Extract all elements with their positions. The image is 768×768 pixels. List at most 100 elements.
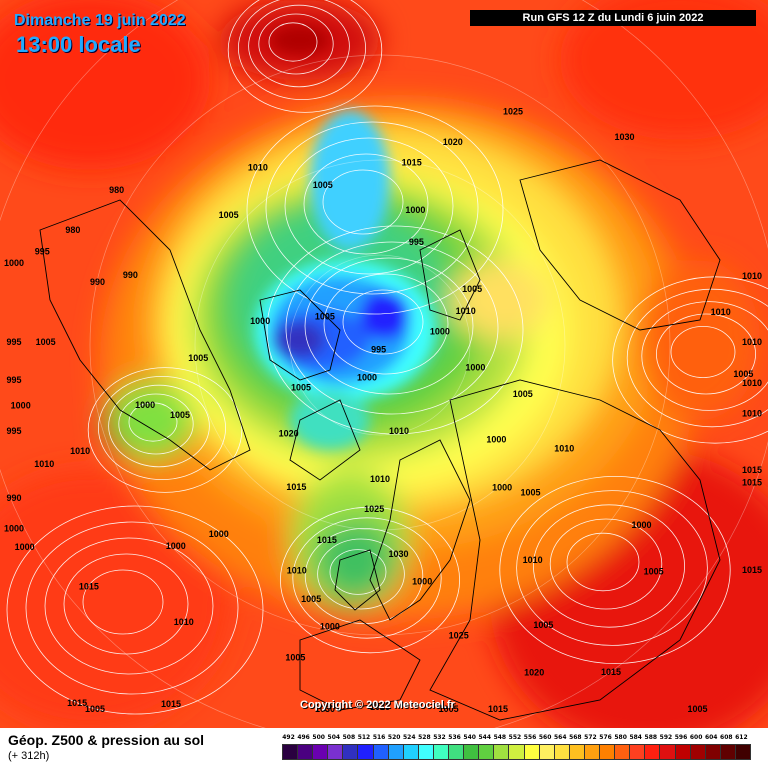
legend-swatch (719, 744, 736, 760)
legend-value: 596 (674, 734, 688, 741)
legend-value: 608 (720, 734, 733, 741)
pressure-label: 1015 (742, 565, 762, 575)
legend-swatch (372, 744, 389, 760)
legend-value: 500 (312, 734, 325, 741)
pressure-label: 1010 (523, 555, 543, 565)
pressure-label: 1030 (614, 132, 634, 142)
isobar (304, 257, 474, 395)
pressure-label: 1015 (79, 581, 99, 591)
color-scale-legend: 492 496 500 504 508 512 516 520 524 528 532 536 540 5… (282, 734, 751, 764)
pressure-label: 1000 (405, 205, 425, 215)
legend-swatch (734, 744, 751, 760)
isobar (566, 532, 640, 592)
isobar (626, 288, 768, 428)
legend-value: 492 (282, 734, 295, 741)
legend-swatch (327, 744, 344, 760)
pressure-label: 1010 (742, 271, 762, 281)
pressure-label: 1015 (742, 477, 762, 487)
isobar (118, 393, 194, 455)
pressure-label: 1005 (219, 210, 239, 220)
legend-value: 612 (735, 734, 748, 741)
legend-swatch (448, 744, 465, 760)
legend-swatch (614, 744, 631, 760)
pressure-label: 1015 (742, 465, 762, 475)
isobar (266, 225, 524, 435)
forecast-date: Dimanche 19 juin 2022 (14, 12, 186, 29)
product-title: Géop. Z500 & pression au sol (8, 732, 205, 748)
pressure-label: 1005 (513, 389, 533, 399)
pressure-label: 1025 (364, 504, 384, 514)
pressure-label: 1005 (85, 704, 105, 714)
legend-value: 548 (493, 734, 507, 741)
pressure-label: 1005 (291, 383, 311, 393)
legend-value: 552 (508, 734, 522, 741)
isobar (533, 504, 686, 628)
isobar (317, 538, 405, 610)
pressure-label: 1000 (209, 529, 229, 539)
pressure-label: 1010 (456, 306, 476, 316)
pressure-label: 1010 (389, 426, 409, 436)
isobar (279, 506, 460, 654)
pressure-label: 1020 (279, 428, 299, 438)
isobar (246, 105, 504, 315)
pressure-label: 1010 (248, 163, 268, 173)
pressure-label: 1005 (520, 488, 540, 498)
legend-value: 504 (327, 734, 341, 741)
pressure-label: 1000 (15, 542, 35, 552)
legend-value: 516 (372, 734, 386, 741)
isobar (516, 490, 708, 646)
pressure-label: 1030 (388, 549, 408, 559)
isobar (284, 137, 454, 275)
pressure-label: 1005 (687, 704, 707, 714)
pressure-label: 990 (6, 493, 21, 503)
pressure-label: 995 (409, 237, 424, 247)
isobar (44, 537, 214, 675)
isobar (248, 4, 350, 88)
legend-value: 600 (689, 734, 703, 741)
legend-value: 564 (553, 734, 567, 741)
pressure-label: 1000 (465, 363, 485, 373)
legend-swatch (463, 744, 480, 760)
pressure-label: 1000 (412, 577, 432, 587)
isobar (292, 517, 442, 639)
pressure-label: 990 (123, 270, 138, 280)
legend-swatch (599, 744, 616, 760)
legend-value: 536 (448, 734, 461, 741)
pressure-label: 1000 (4, 523, 24, 533)
isobar (322, 169, 404, 235)
pressure-label: 990 (90, 277, 105, 287)
run-info: Run GFS 12 Z du Lundi 6 juin 2022 (470, 10, 756, 26)
legend-value: 556 (523, 734, 537, 741)
isobar (227, 0, 383, 113)
pressure-label: 1010 (174, 617, 194, 627)
pressure-label: 995 (371, 345, 386, 355)
legend-swatch (629, 744, 646, 760)
isobar (268, 22, 318, 62)
pressure-label: 1005 (462, 284, 482, 294)
legend-swatch (432, 744, 450, 760)
legend-value: 528 (418, 734, 431, 741)
pressure-label: 1000 (320, 621, 340, 631)
geopotential-field (0, 0, 768, 728)
isobar (342, 289, 424, 355)
pressure-label: 1000 (166, 541, 186, 551)
legend-value: 580 (614, 734, 627, 741)
pressure-label: 1010 (287, 566, 307, 576)
pressure-label: 1005 (439, 704, 459, 714)
legend-swatch (704, 744, 721, 760)
pressure-labels: 1025 1020 1015 1030 1010 1010 1010 1000 995 1005 1… (4, 107, 762, 714)
isobar (128, 402, 178, 442)
legend-value: 496 (297, 734, 310, 741)
pressure-label: 1010 (742, 408, 762, 418)
pressure-label: 1010 (711, 307, 731, 317)
isobar (303, 153, 429, 255)
legend-swatch (417, 744, 434, 760)
lead-time: (+ 312h) (8, 750, 50, 762)
legend-swatch (659, 744, 676, 760)
isobar (98, 375, 226, 480)
legend-value: 568 (569, 734, 582, 741)
pressure-label: 1015 (161, 699, 181, 709)
isobar (6, 505, 264, 715)
legend-value: 576 (599, 734, 612, 741)
pressure-label: 1025 (370, 702, 390, 712)
